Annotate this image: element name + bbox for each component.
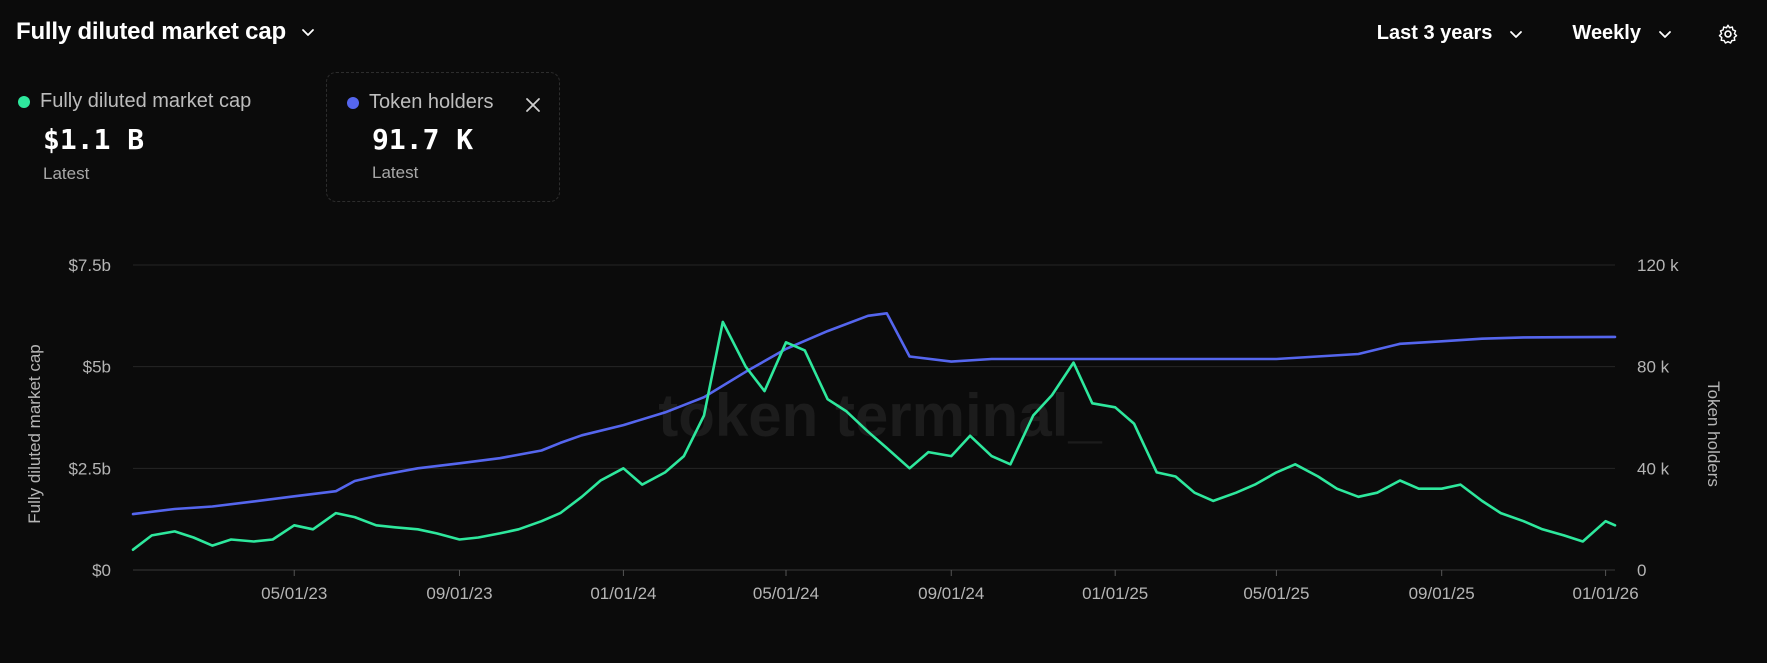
y-left-tick-label: $0 xyxy=(92,561,111,580)
x-tick-label: 05/01/24 xyxy=(753,584,819,603)
y-right-tick-label: 0 xyxy=(1637,561,1646,580)
y-right-tick-label: 120 k xyxy=(1637,256,1679,275)
legend-item-token-holders[interactable]: Token holders 91.7 K Latest xyxy=(326,72,560,202)
interval-label: Weekly xyxy=(1572,22,1641,44)
chart-title: Fully diluted market cap xyxy=(16,18,286,45)
close-icon[interactable] xyxy=(523,95,543,115)
x-tick-label: 01/01/24 xyxy=(590,584,656,603)
x-tick-label: 01/01/25 xyxy=(1082,584,1148,603)
time-range-dropdown[interactable]: Last 3 years xyxy=(1377,22,1525,45)
legend-latest-label: Latest xyxy=(372,163,419,182)
x-tick-label: 01/01/26 xyxy=(1573,584,1639,603)
y-left-tick-label: $2.5b xyxy=(68,459,111,478)
x-tick-label: 09/01/25 xyxy=(1409,584,1475,603)
y-axis-right-title: Token holders xyxy=(1704,381,1723,487)
legend-series-name: Fully diluted market cap xyxy=(40,90,252,112)
y-axis-right: 0 40 k 80 k 120 k xyxy=(1637,256,1679,580)
x-tick-label: 09/01/23 xyxy=(426,584,492,603)
y-axis-left: $0 $2.5b $5b $7.5b xyxy=(68,256,111,580)
series-color-dot xyxy=(18,95,30,108)
x-tick-label: 09/01/24 xyxy=(918,584,984,603)
chart-series xyxy=(131,312,1617,551)
legend-latest-value: 91.7 K xyxy=(372,123,474,156)
legend-latest-label: Latest xyxy=(43,164,90,183)
x-tick-label: 05/01/25 xyxy=(1243,584,1309,603)
y-right-tick-label: 40 k xyxy=(1637,459,1670,478)
metric-selector[interactable]: Fully diluted market cap xyxy=(16,18,316,46)
legend-latest-value: $1.1 B xyxy=(43,123,145,156)
gear-icon[interactable] xyxy=(1717,23,1739,45)
x-axis: 05/01/23 09/01/23 01/01/24 05/01/24 09/01/24… xyxy=(261,570,1639,603)
chevron-down-icon xyxy=(302,29,314,36)
legend-series-name: Token holders xyxy=(369,91,494,113)
time-range-label: Last 3 years xyxy=(1376,22,1493,44)
y-left-tick-label: $7.5b xyxy=(68,256,111,275)
y-left-tick-label: $5b xyxy=(83,358,111,377)
y-axis-left-title: Fully diluted market cap xyxy=(25,344,44,524)
market-cap-line[interactable] xyxy=(131,320,1617,551)
series-color-dot xyxy=(347,96,359,109)
chevron-down-icon xyxy=(1510,30,1523,38)
interval-dropdown[interactable]: Weekly xyxy=(1572,22,1673,45)
watermark: token terminal_ xyxy=(658,382,1102,449)
x-tick-label: 05/01/23 xyxy=(261,584,327,603)
y-right-tick-label: 80 k xyxy=(1637,358,1670,377)
chevron-down-icon xyxy=(1659,30,1671,38)
chart-grid xyxy=(133,264,1615,571)
legend-item-market-cap[interactable]: Fully diluted market cap $1.1 B Latest xyxy=(18,90,318,184)
token-holders-line[interactable] xyxy=(131,312,1617,516)
